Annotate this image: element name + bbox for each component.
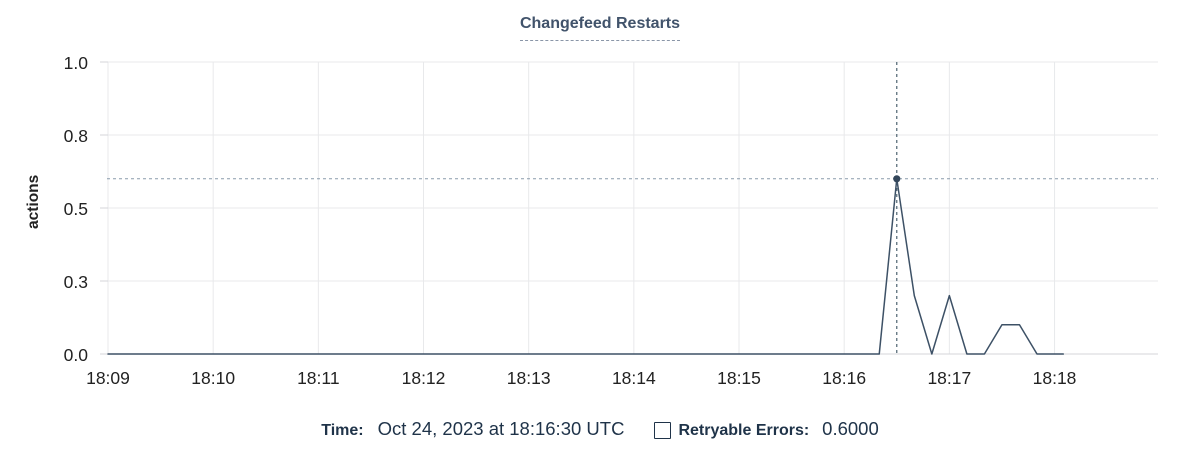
svg-text:0.8: 0.8 (64, 126, 88, 146)
svg-text:18:14: 18:14 (612, 368, 656, 388)
svg-text:18:09: 18:09 (86, 368, 130, 388)
svg-text:18:15: 18:15 (717, 368, 761, 388)
svg-text:0.5: 0.5 (64, 199, 88, 219)
svg-text:18:13: 18:13 (507, 368, 551, 388)
svg-text:18:10: 18:10 (191, 368, 235, 388)
svg-text:1.0: 1.0 (64, 53, 89, 73)
svg-text:18:18: 18:18 (1033, 368, 1077, 388)
svg-text:0.3: 0.3 (64, 272, 88, 292)
svg-text:0.0: 0.0 (64, 345, 89, 365)
svg-text:18:17: 18:17 (927, 368, 971, 388)
svg-text:18:16: 18:16 (822, 368, 866, 388)
svg-text:18:12: 18:12 (402, 368, 446, 388)
svg-text:18:11: 18:11 (297, 368, 340, 388)
